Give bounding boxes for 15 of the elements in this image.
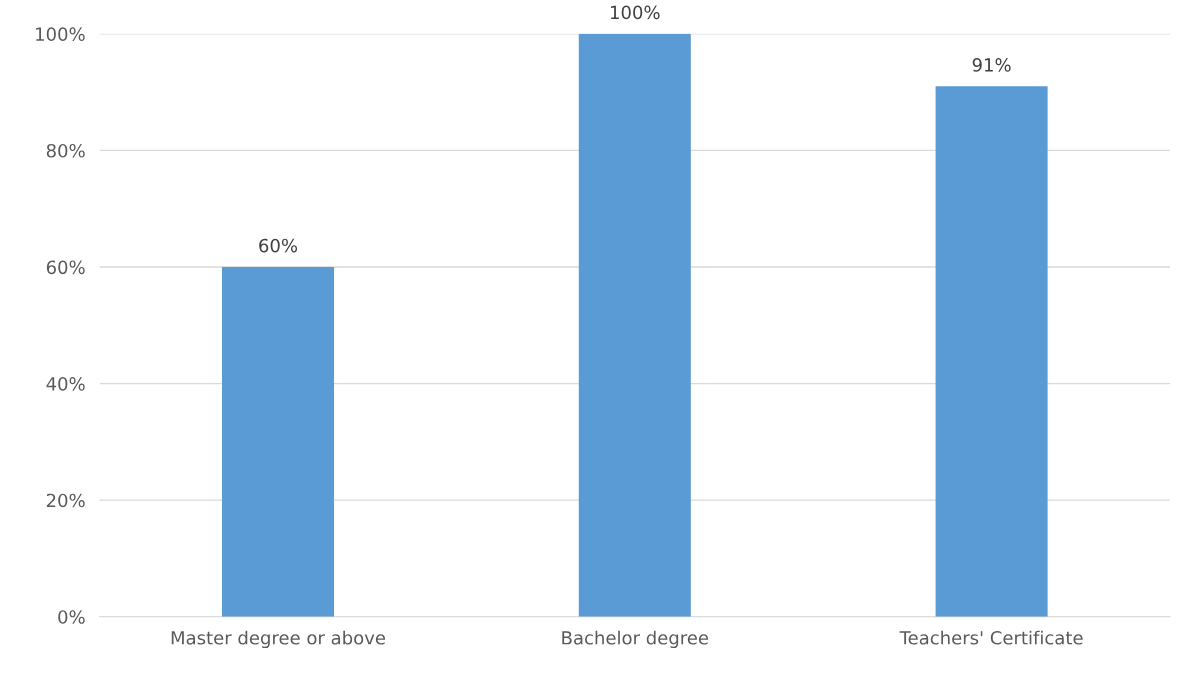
data-label: 100% <box>610 5 660 20</box>
y-tick-label: 40% <box>46 377 85 391</box>
bar <box>935 86 1048 617</box>
bar <box>578 33 691 617</box>
x-tick-label: Master degree or above <box>171 630 386 649</box>
data-label: 91% <box>972 58 1011 72</box>
x-tick-label: Teachers' Certificate <box>899 630 1083 645</box>
bar <box>221 267 335 617</box>
data-label: 60% <box>259 238 298 253</box>
y-tick-label: 80% <box>46 143 85 158</box>
y-tick-label: 60% <box>46 260 85 275</box>
y-tick-label: 0% <box>58 610 85 624</box>
y-tick-label: 100% <box>36 27 85 41</box>
x-tick-label: Bachelor degree <box>562 630 709 649</box>
y-tick-label: 20% <box>46 493 85 508</box>
